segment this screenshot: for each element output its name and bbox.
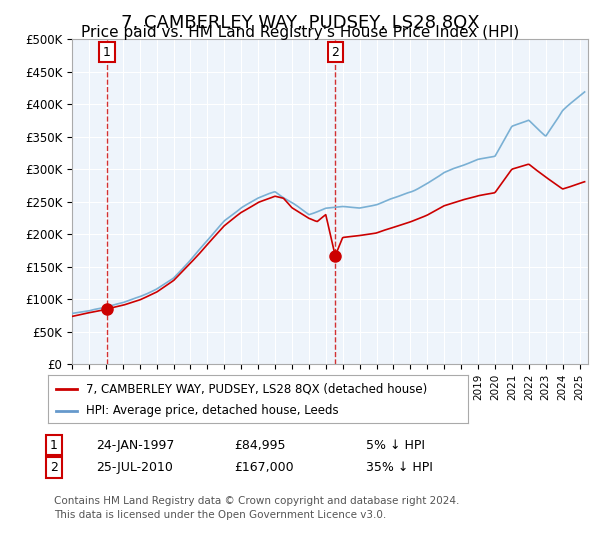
Text: Contains HM Land Registry data © Crown copyright and database right 2024.: Contains HM Land Registry data © Crown c… (54, 496, 460, 506)
Text: 2: 2 (50, 461, 58, 474)
Text: 35% ↓ HPI: 35% ↓ HPI (366, 461, 433, 474)
Text: 25-JUL-2010: 25-JUL-2010 (96, 461, 173, 474)
Text: 24-JAN-1997: 24-JAN-1997 (96, 438, 175, 452)
Text: £84,995: £84,995 (234, 438, 286, 452)
Text: 5% ↓ HPI: 5% ↓ HPI (366, 438, 425, 452)
Text: This data is licensed under the Open Government Licence v3.0.: This data is licensed under the Open Gov… (54, 510, 386, 520)
Text: £167,000: £167,000 (234, 461, 293, 474)
Text: 7, CAMBERLEY WAY, PUDSEY, LS28 8QX: 7, CAMBERLEY WAY, PUDSEY, LS28 8QX (121, 14, 479, 32)
Text: 1: 1 (50, 438, 58, 452)
Text: HPI: Average price, detached house, Leeds: HPI: Average price, detached house, Leed… (86, 404, 338, 417)
Text: 2: 2 (331, 46, 339, 59)
Text: 1: 1 (103, 46, 111, 59)
Text: 7, CAMBERLEY WAY, PUDSEY, LS28 8QX (detached house): 7, CAMBERLEY WAY, PUDSEY, LS28 8QX (deta… (86, 382, 427, 395)
Text: Price paid vs. HM Land Registry's House Price Index (HPI): Price paid vs. HM Land Registry's House … (81, 25, 519, 40)
